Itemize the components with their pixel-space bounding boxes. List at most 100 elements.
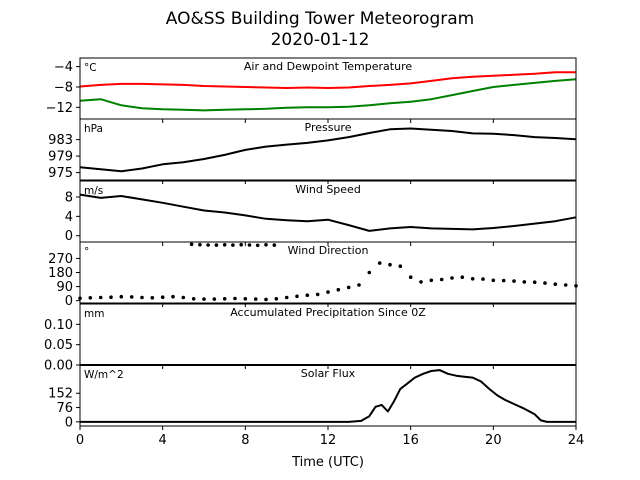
x-axis: 0 4 8 12 16 20 24 [76,433,584,448]
data-point [491,278,496,283]
panel-unit-label: W/m^2 [84,369,124,381]
data-point [553,282,558,287]
data-point [460,275,465,280]
figure-title: AO&SS Building Tower Meteorogram [166,9,474,29]
data-point [450,276,454,280]
data-point [501,278,506,283]
data-point [222,243,227,247]
panel-unit-label: °C [84,62,97,74]
x-tick-label: 8 [241,433,249,448]
data-point [189,242,194,247]
data-point [326,290,330,294]
panel-title: Air and Dewpoint Temperature [244,60,412,73]
y-tick-label: −8 [54,80,73,95]
panel-3: 0 4 8 m/s Wind Speed [65,180,577,246]
data-point [346,285,351,290]
data-point [419,280,423,284]
panel-title: Accumulated Precipitation Since 0Z [230,306,426,319]
data-point [171,294,175,299]
data-point [231,243,235,247]
data-point [522,280,527,284]
data-point [274,297,279,301]
figure-subtitle: 2020-01-12 [271,30,370,50]
data-point [202,297,206,301]
data-point [398,264,403,269]
x-tick-label: 24 [568,433,585,448]
x-tick-label: 20 [485,433,502,448]
data-point [481,277,485,281]
data-point [191,297,196,301]
data-point [388,262,392,267]
y-tick-label: 979 [48,150,73,165]
y-tick-label: 0.05 [44,338,73,353]
y-tick-label: 975 [48,166,73,181]
data-point [563,283,568,287]
series-line-1 [79,127,577,173]
data-point [239,242,243,247]
y-tick-label: 90 [56,280,73,295]
data-point [109,295,113,300]
y-tick-label: −12 [46,101,73,116]
x-tick-label: 12 [320,433,337,448]
y-tick-label: 0 [65,415,73,430]
data-point [222,297,227,301]
data-point [206,243,210,247]
data-point [98,295,103,300]
panel-5: 0.00 0.05 0.10 mm Accumulated Precipitation … [44,303,577,374]
y-tick-label: 0 [65,294,73,309]
x-axis-label: Time (UTC) [291,455,364,470]
series-line-1 [79,71,576,89]
data-point [272,243,277,247]
x-tick-label: 0 [76,433,84,448]
panel-title: Pressure [305,121,352,134]
data-point [543,281,547,285]
data-point [295,294,299,299]
y-tick-label: 4 [65,210,73,225]
data-point [129,295,134,299]
y-tick-label: 0.10 [44,318,73,333]
data-point [439,277,444,282]
panel-1: −12 −8 −4 °C Air and Dewpoint Temperature [46,57,577,123]
panel-title: Wind Speed [295,183,361,196]
data-point [429,278,434,283]
data-point [532,280,537,285]
data-point [336,287,341,292]
x-tick-label: 4 [159,433,167,448]
panel-unit-label: m/s [84,185,103,197]
data-point [377,261,382,265]
y-tick-label: 270 [48,252,73,267]
y-tick-label: 76 [56,401,73,416]
data-point [367,270,372,275]
panel-unit-label: ° [84,246,89,258]
data-point [119,294,124,299]
data-point [243,297,248,301]
series-line-1 [79,193,577,232]
y-tick-label: 0 [65,229,73,244]
data-point [470,277,475,281]
series-line-2 [79,78,577,112]
data-point [198,242,202,247]
data-point [264,297,268,302]
data-point [305,293,310,298]
data-point [181,295,186,300]
y-tick-label: 180 [48,266,73,281]
panels: −12 −8 −4 °C Air and Dewpoint Temperature 975… [44,57,578,430]
data-point [214,243,219,247]
y-tick-label: −4 [54,60,73,75]
data-point [264,243,268,247]
data-point [247,243,252,247]
data-point [88,296,93,300]
data-point [357,283,361,287]
data-point [255,243,260,248]
data-point [408,275,413,280]
data-point [284,295,289,300]
x-tick-label: 16 [402,433,419,448]
data-point [253,297,258,301]
y-tick-label: 152 [48,387,73,402]
panel-unit-label: hPa [84,123,103,135]
data-point [212,297,217,301]
